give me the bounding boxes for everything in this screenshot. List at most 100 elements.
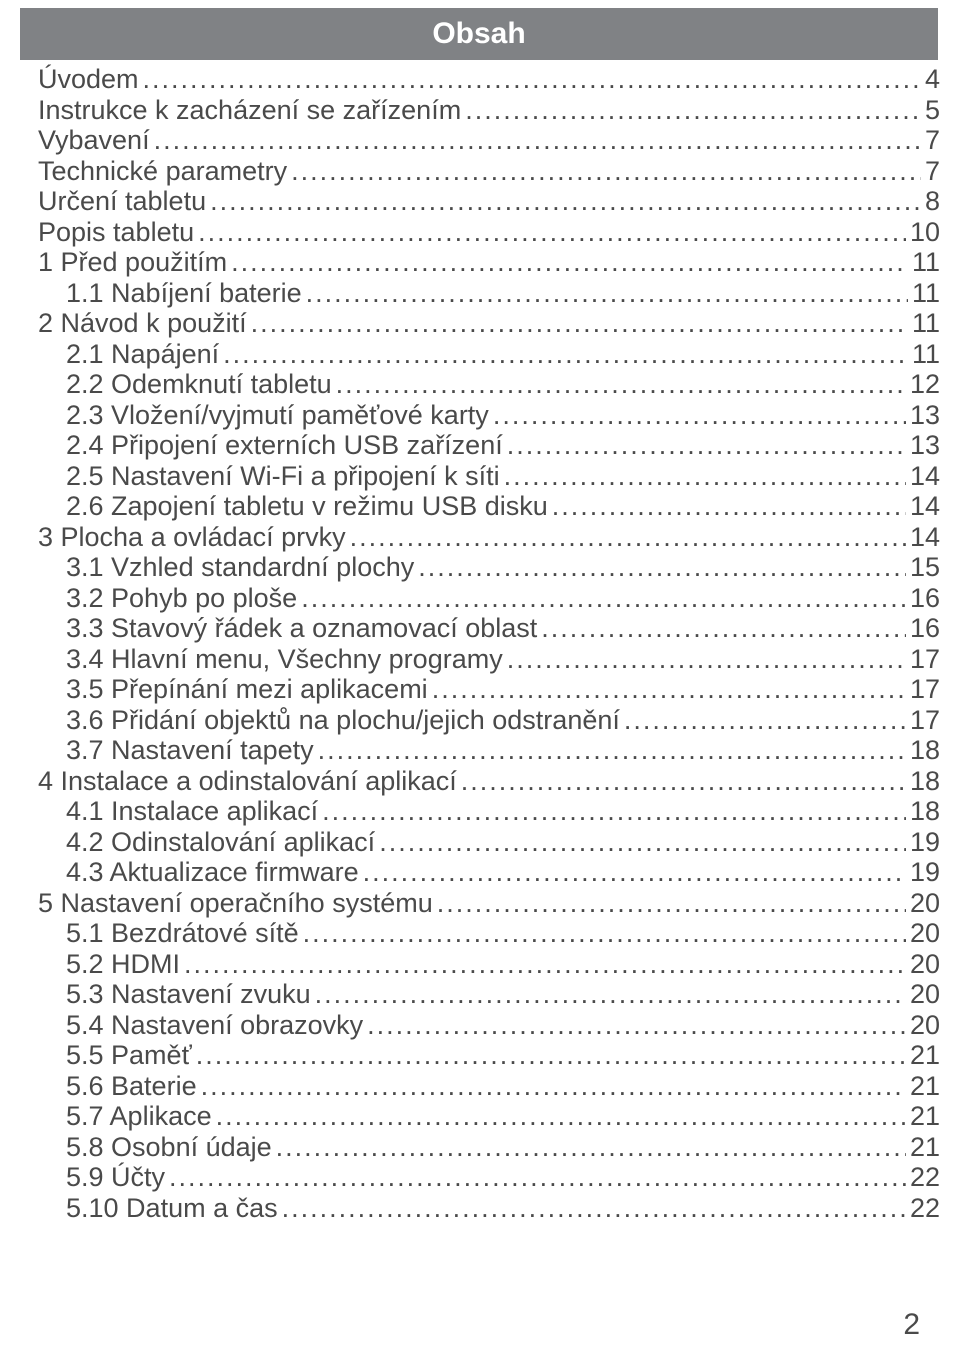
toc-row: 2 Návod k použití 11 xyxy=(38,308,940,339)
toc-label: 3.5 Přepínání mezi aplikacemi xyxy=(66,674,428,705)
toc-dots xyxy=(504,461,906,492)
toc-row: 2.1 Napájení11 xyxy=(38,339,940,370)
toc-page: 11 xyxy=(912,247,940,278)
toc-label: 1 Před použitím xyxy=(38,247,227,278)
toc-label: 5.6 Baterie xyxy=(66,1071,197,1102)
toc-page: 7 xyxy=(925,125,940,156)
title-text: Obsah xyxy=(432,17,525,51)
toc-dots xyxy=(322,796,906,827)
toc-page: 22 xyxy=(910,1193,940,1224)
toc-label: 3.3 Stavový řádek a oznamovací oblast xyxy=(66,613,537,644)
toc-page: 13 xyxy=(910,400,940,431)
toc-row: 3.7 Nastavení tapety18 xyxy=(38,735,940,766)
toc-label: 2.2 Odemknutí tabletu xyxy=(66,369,332,400)
toc-label: 4.1 Instalace aplikací xyxy=(66,796,318,827)
toc-row: 2.4 Připojení externích USB zařízení13 xyxy=(38,430,940,461)
toc-dots xyxy=(201,1071,906,1102)
toc-label: 4.3 Aktualizace firmware xyxy=(66,857,359,888)
toc-row: 4.1 Instalace aplikací 18 xyxy=(38,796,940,827)
toc-row: 5.4 Nastavení obrazovky20 xyxy=(38,1010,940,1041)
toc-row: 3.4 Hlavní menu, Všechny programy17 xyxy=(38,644,940,675)
toc-label: Určení tabletu xyxy=(38,186,206,217)
toc-label: 5.1 Bezdrátové sítě xyxy=(66,918,299,949)
toc-row: 5.3 Nastavení zvuku20 xyxy=(38,979,940,1010)
toc-row: 4.2 Odinstalování aplikací 19 xyxy=(38,827,940,858)
toc-page: 11 xyxy=(912,278,940,309)
toc-dots xyxy=(216,1101,906,1132)
toc-dots xyxy=(276,1132,906,1163)
toc-dots xyxy=(210,186,921,217)
toc-label: 5.9 Účty xyxy=(66,1162,165,1193)
toc-row: Vybavení7 xyxy=(38,125,940,156)
toc-label: Instrukce k zacházení se zařízením xyxy=(38,95,461,126)
toc-row: 2.6 Zapojení tabletu v režimu USB disku1… xyxy=(38,491,940,522)
toc-label: 2.6 Zapojení tabletu v režimu USB disku xyxy=(66,491,548,522)
toc-dots xyxy=(306,278,908,309)
toc-label: 5.5 Paměť xyxy=(66,1040,192,1071)
toc-page: 4 xyxy=(925,64,940,95)
toc-page: 8 xyxy=(925,186,940,217)
toc-row: 3.3 Stavový řádek a oznamovací oblast16 xyxy=(38,613,940,644)
toc-label: 4 Instalace a odinstalování aplikací xyxy=(38,766,457,797)
toc-row: 5.1 Bezdrátové sítě 20 xyxy=(38,918,940,949)
toc-row: 2.2 Odemknutí tabletu 12 xyxy=(38,369,940,400)
toc-row: 3.6 Přidání objektů na plochu/jejich ods… xyxy=(38,705,940,736)
toc-dots xyxy=(223,339,908,370)
toc-row: Technické parametry7 xyxy=(38,156,940,187)
toc-page: 21 xyxy=(910,1040,940,1071)
toc-label: 5.3 Nastavení zvuku xyxy=(66,979,311,1010)
toc-label: 5.8 Osobní údaje xyxy=(66,1132,272,1163)
toc-page: 18 xyxy=(910,796,940,827)
toc-page: 20 xyxy=(910,1010,940,1041)
toc-row: Instrukce k zacházení se zařízením 5 xyxy=(38,95,940,126)
page: Obsah Úvodem4Instrukce k zacházení se za… xyxy=(0,0,960,1362)
toc-dots xyxy=(251,308,908,339)
toc-page: 14 xyxy=(910,522,940,553)
toc-dots xyxy=(291,156,921,187)
toc-page: 10 xyxy=(910,217,940,248)
toc-dots xyxy=(432,674,906,705)
toc-page: 17 xyxy=(910,705,940,736)
toc-dots xyxy=(367,1010,906,1041)
toc-dots xyxy=(461,766,906,797)
toc-page: 5 xyxy=(925,95,940,126)
toc-page: 21 xyxy=(910,1132,940,1163)
toc-label: 4.2 Odinstalování aplikací xyxy=(66,827,375,858)
toc-row: 5.9 Účty22 xyxy=(38,1162,940,1193)
toc-page: 14 xyxy=(910,461,940,492)
toc-page: 12 xyxy=(910,369,940,400)
toc-row: 5.6 Baterie21 xyxy=(38,1071,940,1102)
toc-row: 2.3 Vložení/vyjmutí paměťové karty13 xyxy=(38,400,940,431)
toc-label: 1.1 Nabíjení baterie xyxy=(66,278,302,309)
toc-page: 20 xyxy=(910,888,940,919)
toc-row: Úvodem4 xyxy=(38,64,940,95)
toc-label: 5.10 Datum a čas xyxy=(66,1193,278,1224)
toc-label: 2 Návod k použití xyxy=(38,308,247,339)
toc-dots xyxy=(363,857,906,888)
toc-dots xyxy=(336,369,906,400)
toc-row: 3.1 Vzhled standardní plochy15 xyxy=(38,552,940,583)
toc-dots xyxy=(282,1193,906,1224)
toc-page: 20 xyxy=(910,949,940,980)
toc-row: 5.7 Aplikace21 xyxy=(38,1101,940,1132)
toc-label: 2.5 Nastavení Wi-Fi a připojení k síti xyxy=(66,461,500,492)
toc-row: 4.3 Aktualizace firmware 19 xyxy=(38,857,940,888)
toc-page: 19 xyxy=(910,827,940,858)
toc-page: 18 xyxy=(910,766,940,797)
toc-dots xyxy=(169,1162,906,1193)
toc-row: 1 Před použitím 11 xyxy=(38,247,940,278)
toc-label: 3.2 Pohyb po ploše xyxy=(66,583,297,614)
toc-page: 19 xyxy=(910,857,940,888)
toc-page: 20 xyxy=(910,918,940,949)
toc-page: 11 xyxy=(912,308,940,339)
toc-label: 5.2 HDMI xyxy=(66,949,180,980)
toc-dots xyxy=(303,918,906,949)
toc-dots xyxy=(318,735,906,766)
toc-dots xyxy=(350,522,906,553)
toc-label: 5 Nastavení operačního systému xyxy=(38,888,433,919)
toc-dots xyxy=(507,430,906,461)
title-bar: Obsah xyxy=(20,8,938,60)
toc-label: 2.4 Připojení externích USB zařízení xyxy=(66,430,503,461)
toc-label: 3.1 Vzhled standardní plochy xyxy=(66,552,414,583)
toc-label: 3.4 Hlavní menu, Všechny programy xyxy=(66,644,503,675)
